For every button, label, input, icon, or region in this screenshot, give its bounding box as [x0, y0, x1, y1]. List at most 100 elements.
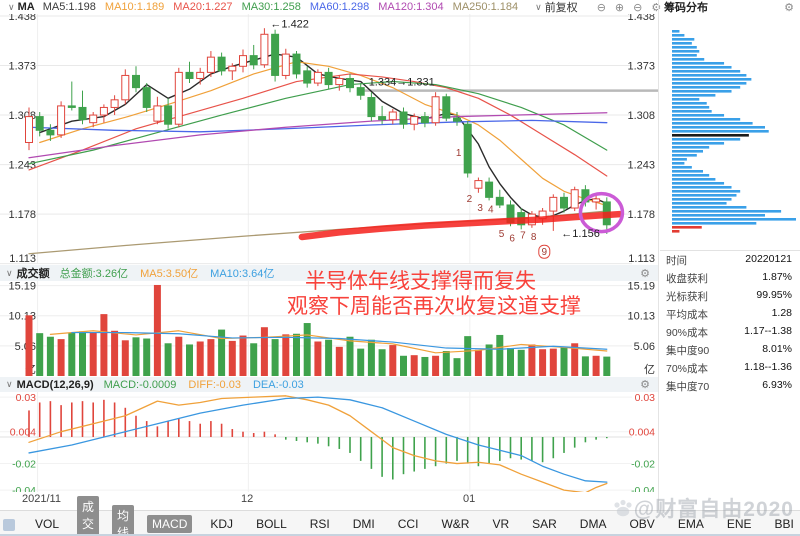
macd-value: MACD:-0.0009 — [103, 378, 177, 391]
tab-vr[interactable]: VR — [492, 516, 510, 531]
ma-legend-value: MA5:1.198 — [42, 1, 96, 13]
svg-text:-0.04: -0.04 — [631, 485, 655, 492]
chevron-down-icon[interactable]: ∨ — [535, 1, 542, 12]
chip-stat-value: 1.18--1.36 — [744, 360, 792, 373]
svg-text:5.06: 5.06 — [634, 341, 655, 353]
svg-text:1.113: 1.113 — [628, 253, 655, 265]
svg-text:8: 8 — [531, 232, 537, 243]
chip-stat-row: 70%成本 1.18--1.36 — [660, 359, 800, 377]
tab-macd[interactable]: MACD — [147, 514, 193, 533]
chip-stat-label: 光标获利 — [666, 290, 708, 303]
ma-legend-value: MA10:1.189 — [104, 1, 165, 13]
zoom-in-icon[interactable]: ⊕ — [614, 1, 625, 14]
svg-text:5.06: 5.06 — [15, 341, 36, 353]
tab-boll[interactable]: BOLL — [256, 516, 287, 531]
tab-成交额[interactable]: 成交额 — [77, 496, 100, 534]
ma-legend-value: MA120:1.304 — [378, 1, 444, 13]
svg-text:1.308: 1.308 — [627, 110, 655, 122]
chevron-down-icon[interactable]: ∨ — [6, 379, 13, 389]
chip-stat-label: 集中度70 — [666, 380, 710, 393]
svg-text:0.004: 0.004 — [629, 427, 655, 439]
svg-text:←1.422: ←1.422 — [270, 19, 309, 31]
chip-panel-title: 筹码分布 — [664, 2, 708, 14]
tab-kdj[interactable]: KDJ — [210, 516, 234, 531]
tab-dmi[interactable]: DMI — [352, 516, 375, 531]
volume-panel-header: ∨ 成交额 总金额:3.26亿 MA5:3.50亿 MA10:3.64亿 ⚙ — [0, 265, 658, 281]
chip-stat-value: 1.87% — [762, 270, 792, 283]
tab-w&r[interactable]: W&R — [441, 516, 470, 531]
watermark-text: @财富自由2020 — [633, 498, 794, 521]
chip-stat-row: 时间 20220121 — [660, 251, 800, 269]
svg-text:←1.156: ←1.156 — [561, 228, 600, 240]
chip-stat-label: 收盘获利 — [666, 272, 708, 285]
analyst-note-line2: 观察下周能否再次收复这道支撑 — [287, 295, 581, 318]
volume-total-value: 总金额:3.26亿 — [59, 268, 129, 280]
chip-stat-value: 8.01% — [762, 342, 792, 355]
svg-text:1.373: 1.373 — [8, 61, 36, 73]
svg-text:15.19: 15.19 — [627, 281, 655, 293]
tab-rsi[interactable]: RSI — [309, 516, 330, 531]
svg-text:1: 1 — [456, 148, 462, 159]
watermark: @财富自由2020 — [612, 493, 794, 523]
chip-stat-row: 收盘获利 1.87% — [660, 269, 800, 287]
adjust-mode-label[interactable]: 前复权 — [544, 2, 578, 14]
tab-obv[interactable]: OBV — [629, 516, 655, 531]
volume-panel-title: 成交额 — [16, 268, 50, 280]
chip-stat-label: 平均成本 — [666, 308, 708, 321]
tab-ema[interactable]: EMA — [677, 516, 704, 531]
svg-text:1.438: 1.438 — [627, 14, 655, 23]
svg-text:3: 3 — [477, 203, 483, 214]
gear-icon[interactable]: ⚙ — [640, 379, 650, 391]
svg-text:4: 4 — [488, 205, 494, 216]
indicator-tab-bar: VOL 成交额均线 MACD KDJ BOLL RSI DMI CCI W&R VR SAR DMA O… — [0, 496, 800, 534]
layout-icon[interactable] — [3, 519, 15, 531]
chip-stat-value: 20220121 — [745, 252, 792, 265]
svg-text:5: 5 — [499, 229, 505, 240]
svg-text:-0.02: -0.02 — [631, 459, 655, 471]
tab-均线[interactable]: 均线 — [112, 504, 135, 534]
chevron-down-icon[interactable]: ∨ — [8, 1, 15, 12]
tab-vol[interactable]: VOL — [35, 516, 60, 531]
svg-text:2: 2 — [467, 194, 473, 205]
ma-legend-label: MA — [17, 1, 35, 13]
tab-sar[interactable]: SAR — [532, 516, 557, 531]
svg-text:1.438: 1.438 — [8, 14, 36, 23]
x-axis-label-dec: 12 — [241, 493, 254, 505]
svg-text:7: 7 — [520, 230, 526, 241]
chip-stat-row: 集中度90 8.01% — [660, 341, 800, 359]
svg-text:0.03: 0.03 — [16, 392, 37, 404]
dea-value: DEA:-0.03 — [252, 378, 304, 391]
tab-ene[interactable]: ENE — [726, 516, 752, 531]
macd-panel-title: MACD(12,26,9) — [16, 378, 94, 391]
chip-stat-label: 70%成本 — [666, 362, 709, 375]
gear-icon[interactable]: ⚙ — [640, 267, 650, 280]
paw-icon — [614, 499, 632, 517]
tab-bbi[interactable]: BBI — [774, 516, 794, 531]
chart-toolbar-icons: ⊖ ⊕ ⊖ ⚙ — [588, 1, 662, 14]
zoom-out-icon[interactable]: ⊖ — [596, 1, 606, 14]
settings-icon[interactable]: ⚙ — [651, 1, 662, 14]
ma-legend-value: MA20:1.227 — [173, 1, 233, 13]
tab-cci[interactable]: CCI — [397, 516, 419, 531]
analyst-note-line1: 半导体年线支撑得而复失 — [305, 270, 536, 293]
svg-text:1.334→1.331: 1.334→1.331 — [369, 76, 435, 88]
chip-stat-value: 1.28 — [771, 306, 792, 319]
collapse-icon[interactable]: ⊖ — [633, 1, 643, 14]
chevron-down-icon[interactable]: ∨ — [6, 267, 13, 278]
chip-stats-table: 时间 20220121 收盘获利 1.87% 光标获利 99.95% 平均成本 1.28 90%… — [660, 250, 800, 395]
panel-divider — [658, 0, 659, 510]
chip-stat-label: 90%成本 — [666, 326, 709, 339]
ma-values: MA5:1.198 MA10:1.189 MA20:1.227 MA30:1.258 M… — [43, 1, 527, 13]
svg-text:10.13: 10.13 — [627, 311, 655, 323]
chip-distribution-chart[interactable] — [660, 14, 800, 248]
tab-dma[interactable]: DMA — [579, 516, 607, 531]
chip-stat-value: 1.17--1.38 — [744, 324, 792, 337]
gear-icon[interactable]: ⚙ — [784, 1, 794, 14]
macd-chart[interactable]: 0.03 0.03 0.004 0.004 -0.02 -0.02 -0.04 -0.04 — [0, 392, 658, 492]
svg-text:1.373: 1.373 — [627, 61, 655, 73]
ma-legend-value: MA30:1.258 — [241, 1, 301, 13]
x-axis-label-jan: 01 — [463, 493, 476, 505]
